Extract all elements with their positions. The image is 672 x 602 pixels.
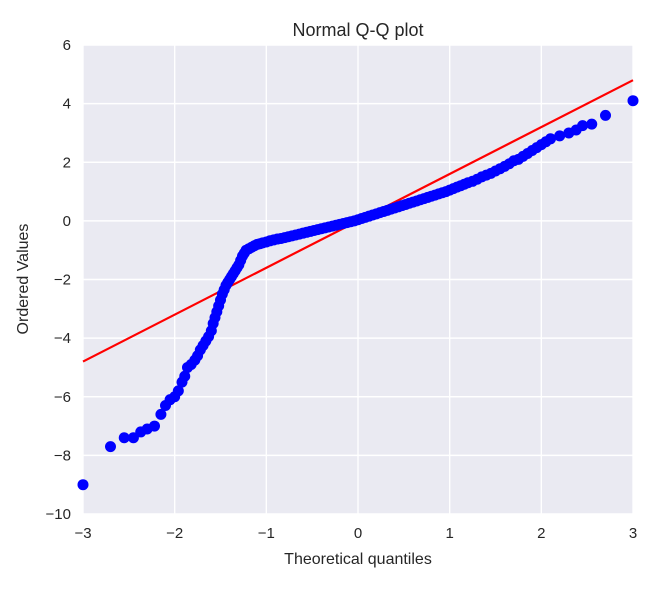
data-point: [127, 432, 139, 444]
data-point: [179, 370, 191, 382]
data-point: [118, 432, 130, 444]
data-point: [155, 408, 167, 420]
grid-lines: [82, 44, 634, 515]
data-point: [149, 420, 160, 432]
data-point: [600, 109, 611, 121]
y-tick-label: 0: [63, 213, 71, 230]
data-point: [586, 118, 598, 130]
y-tick-label: −8: [54, 447, 71, 464]
x-tick-label: 0: [354, 525, 362, 542]
y-tick-label: −10: [46, 506, 71, 523]
x-tick-label: −1: [258, 525, 275, 542]
data-point: [172, 385, 184, 397]
y-tick-label: −2: [54, 272, 71, 289]
y-tick-label: 2: [63, 154, 71, 171]
data-point: [554, 130, 566, 142]
x-tick-label: 1: [445, 525, 453, 542]
x-axis-label: Theoretical quantiles: [284, 551, 432, 568]
chart-title: Normal Q-Q plot: [292, 20, 423, 40]
x-tick-label: 2: [537, 525, 545, 542]
y-tick-label: −4: [54, 330, 71, 347]
data-point: [627, 95, 639, 107]
y-tick-label: 6: [63, 37, 71, 54]
data-point: [77, 479, 89, 491]
data-point: [545, 133, 556, 145]
y-tick-labels: −10 −8 −6 −4 −2 0 2 4 6: [46, 37, 71, 523]
y-axis-label: Ordered Values: [15, 224, 32, 335]
x-tick-label: 3: [629, 525, 637, 542]
x-tick-label: −2: [166, 525, 183, 542]
data-points: [77, 95, 639, 491]
x-tick-labels: −3 −2 −1 0 1 2 3: [74, 525, 637, 542]
x-tick-label: −3: [74, 525, 91, 542]
data-point: [105, 441, 116, 453]
y-tick-label: −6: [54, 389, 71, 406]
data-point: [577, 120, 589, 132]
y-tick-label: 4: [63, 96, 71, 113]
